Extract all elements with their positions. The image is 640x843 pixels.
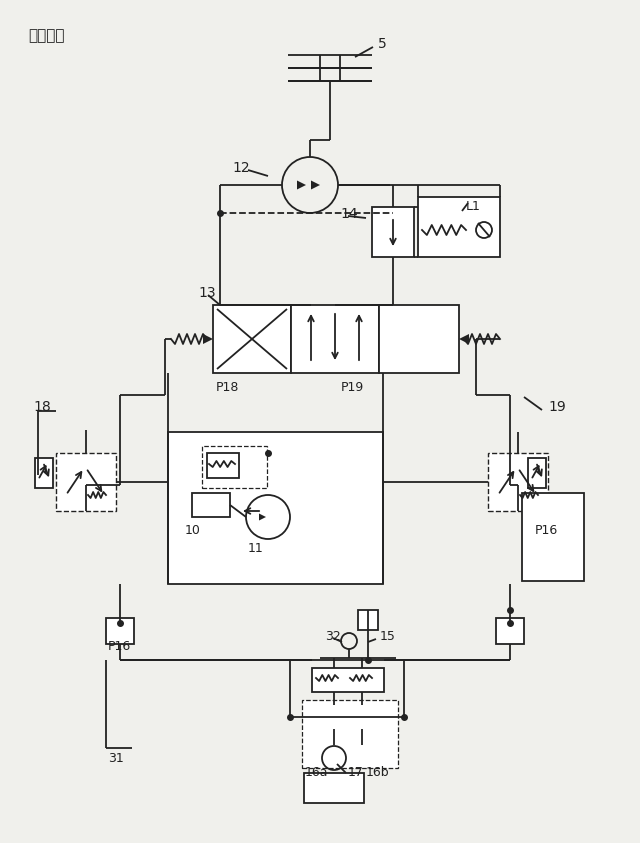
Text: 17: 17 bbox=[348, 765, 364, 778]
Text: P18: P18 bbox=[216, 380, 239, 394]
Text: P19: P19 bbox=[341, 380, 364, 394]
Text: 12: 12 bbox=[232, 161, 250, 175]
Text: 31: 31 bbox=[108, 751, 124, 765]
Text: 11: 11 bbox=[248, 541, 264, 555]
Text: 10: 10 bbox=[185, 524, 201, 538]
Bar bbox=[168, 432, 383, 584]
Bar bbox=[418, 197, 500, 257]
Bar bbox=[318, 705, 350, 729]
Text: 16b: 16b bbox=[366, 766, 390, 780]
Bar bbox=[488, 453, 548, 511]
Text: 19: 19 bbox=[548, 400, 566, 414]
Text: 【図２】: 【図２】 bbox=[28, 28, 65, 43]
Text: 16a: 16a bbox=[305, 766, 328, 780]
Bar bbox=[202, 446, 267, 488]
Polygon shape bbox=[259, 513, 266, 520]
Text: 13: 13 bbox=[198, 286, 216, 300]
Bar bbox=[312, 668, 384, 692]
Bar bbox=[207, 453, 239, 478]
Bar bbox=[192, 493, 230, 517]
Bar bbox=[304, 773, 364, 803]
Bar bbox=[35, 458, 53, 488]
Bar bbox=[56, 453, 116, 511]
Bar bbox=[522, 493, 584, 581]
Text: 14: 14 bbox=[340, 207, 358, 221]
Bar bbox=[106, 618, 134, 644]
Bar bbox=[213, 305, 291, 373]
Text: P16: P16 bbox=[108, 641, 131, 653]
Bar bbox=[528, 458, 546, 488]
Bar bbox=[358, 610, 378, 630]
Text: 15: 15 bbox=[380, 631, 396, 643]
Text: 18: 18 bbox=[33, 400, 51, 414]
Polygon shape bbox=[459, 334, 469, 344]
Text: 5: 5 bbox=[378, 37, 387, 51]
Bar bbox=[379, 305, 459, 373]
Polygon shape bbox=[203, 334, 213, 344]
Text: P16: P16 bbox=[535, 524, 558, 536]
Bar bbox=[350, 705, 382, 729]
Bar bbox=[372, 207, 414, 257]
Bar bbox=[302, 700, 398, 768]
Polygon shape bbox=[311, 180, 320, 190]
Text: L1: L1 bbox=[466, 200, 481, 212]
Polygon shape bbox=[297, 180, 306, 190]
Bar bbox=[291, 305, 379, 373]
Bar bbox=[496, 618, 524, 644]
Text: 32: 32 bbox=[325, 631, 340, 643]
